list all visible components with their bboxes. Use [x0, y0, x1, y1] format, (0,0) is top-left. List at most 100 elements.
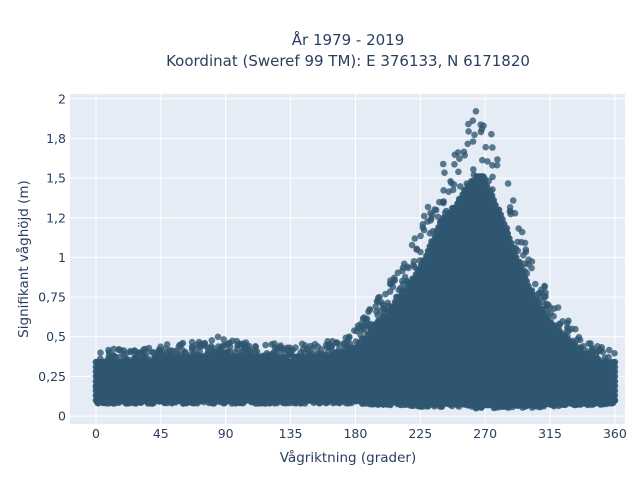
data-point	[434, 213, 442, 221]
data-point	[489, 162, 496, 169]
data-point	[97, 349, 104, 357]
data-point	[598, 344, 605, 351]
data-point	[521, 239, 529, 247]
data-point	[440, 187, 447, 194]
data-point	[362, 321, 369, 329]
data-point	[484, 158, 491, 165]
data-point	[494, 156, 501, 163]
data-point	[411, 235, 419, 242]
data-point	[572, 325, 579, 333]
data-point	[587, 340, 594, 347]
data-point	[401, 273, 409, 281]
data-point	[204, 344, 212, 352]
data-point	[399, 267, 406, 275]
data-point	[417, 232, 424, 240]
data-point	[470, 166, 477, 173]
data-point	[465, 128, 472, 135]
data-point	[493, 161, 501, 169]
data-point	[439, 160, 447, 168]
data-point	[387, 277, 394, 284]
data-point	[244, 348, 251, 356]
data-point	[456, 155, 463, 162]
data-point	[208, 337, 216, 344]
data-point	[472, 108, 480, 115]
data-point	[155, 348, 162, 356]
data-point	[589, 346, 596, 353]
data-point	[318, 346, 325, 353]
data-point	[237, 340, 244, 348]
data-point	[451, 151, 459, 158]
data-point	[451, 161, 458, 168]
data-point	[520, 251, 527, 259]
data-point	[366, 306, 374, 313]
data-point	[489, 173, 496, 181]
data-point	[439, 198, 447, 206]
data-point	[509, 197, 517, 204]
data-point	[455, 168, 462, 176]
data-point	[229, 337, 236, 345]
data-point	[511, 210, 519, 217]
data-point	[449, 186, 457, 194]
data-point	[167, 347, 174, 354]
data-point	[413, 245, 421, 253]
data-point	[450, 181, 458, 188]
data-point	[135, 349, 142, 356]
data-point	[115, 346, 123, 353]
data-point	[489, 144, 496, 151]
data-point	[298, 340, 306, 348]
data-point	[605, 353, 612, 361]
data-point	[532, 280, 539, 288]
data-point	[144, 348, 151, 356]
data-point	[379, 301, 387, 309]
data-point	[220, 336, 227, 343]
data-point	[408, 241, 416, 249]
data-point	[188, 346, 196, 354]
data-point	[307, 342, 315, 350]
data-point	[251, 347, 259, 355]
data-point	[373, 308, 380, 316]
data-point	[176, 341, 183, 349]
data-point	[477, 128, 485, 136]
data-point	[222, 342, 229, 349]
data-point	[362, 315, 369, 323]
scatter-points	[92, 108, 619, 412]
data-point	[471, 131, 478, 139]
data-point	[611, 350, 618, 357]
data-point	[427, 217, 434, 224]
data-point	[353, 327, 361, 335]
data-point	[195, 343, 202, 351]
data-point	[116, 353, 124, 361]
data-point	[126, 347, 134, 355]
data-point	[110, 345, 118, 353]
data-point	[262, 341, 269, 349]
data-point	[149, 349, 157, 356]
data-point	[273, 344, 281, 352]
data-point	[565, 317, 572, 325]
data-point	[107, 353, 115, 361]
data-point	[573, 336, 581, 344]
data-point	[504, 180, 512, 187]
data-point	[482, 143, 490, 151]
data-point	[420, 226, 428, 234]
data-point	[524, 260, 532, 268]
data-point	[460, 148, 468, 156]
data-point	[564, 326, 572, 334]
chart-title-line-1: År 1979 - 2019	[292, 30, 405, 49]
data-point	[541, 293, 548, 301]
data-point	[400, 260, 408, 268]
data-point	[374, 298, 381, 306]
data-point	[427, 209, 434, 217]
data-point	[605, 346, 613, 354]
data-point	[323, 343, 331, 351]
data-point	[335, 340, 342, 348]
data-point	[279, 345, 286, 352]
data-point	[342, 334, 350, 342]
data-point	[537, 286, 545, 294]
data-point	[410, 261, 417, 269]
data-point	[515, 225, 522, 232]
data-point	[514, 238, 521, 246]
data-point	[488, 130, 495, 138]
data-point	[358, 326, 366, 334]
data-point	[268, 341, 276, 348]
